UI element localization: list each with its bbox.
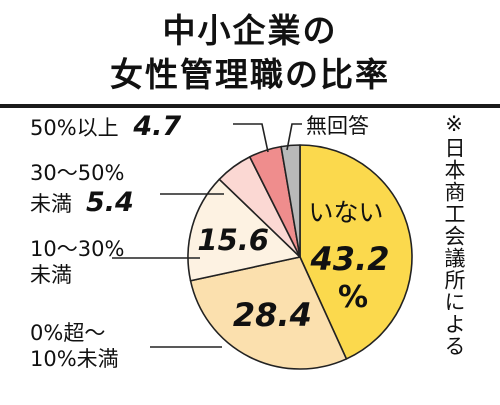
chart-title-line-2: 女性管理職の比率 xyxy=(110,55,390,94)
slice-label-0-10: 0%超～ 10%未満 xyxy=(30,321,119,372)
title-divider xyxy=(0,104,500,108)
slice-value-30-50: 5.4 xyxy=(86,187,134,219)
slice-label-30-50: 30～50% 未満 5.4 xyxy=(30,161,134,219)
pie-slice-0-10 xyxy=(189,256,348,370)
slice-value-0-10: 28.4 xyxy=(233,296,312,334)
source-note: ※日本商工会議所による xyxy=(442,112,466,357)
chart-title-line-1: 中小企業の xyxy=(162,11,338,50)
pie-slice-10-30 xyxy=(187,178,301,282)
slice-label-50plus: 50%以上 4.7 xyxy=(30,111,182,142)
leader-line-50plus xyxy=(233,123,269,153)
slice-label-none: いない xyxy=(308,198,383,227)
slice-value-50plus: 4.7 xyxy=(133,111,182,142)
pie-slice-none xyxy=(299,144,413,360)
leader-line-no-answer xyxy=(286,123,302,151)
slice-value-10-30: 15.6 xyxy=(197,223,269,257)
slice-unit-none: % xyxy=(338,280,368,315)
slice-label-no-answer: 無回答 xyxy=(306,114,369,138)
slice-label-10-30: 10～30% 未満 xyxy=(30,237,125,288)
pie-slice-no-answer xyxy=(280,144,301,258)
slice-value-none: 43.2 xyxy=(310,240,390,278)
